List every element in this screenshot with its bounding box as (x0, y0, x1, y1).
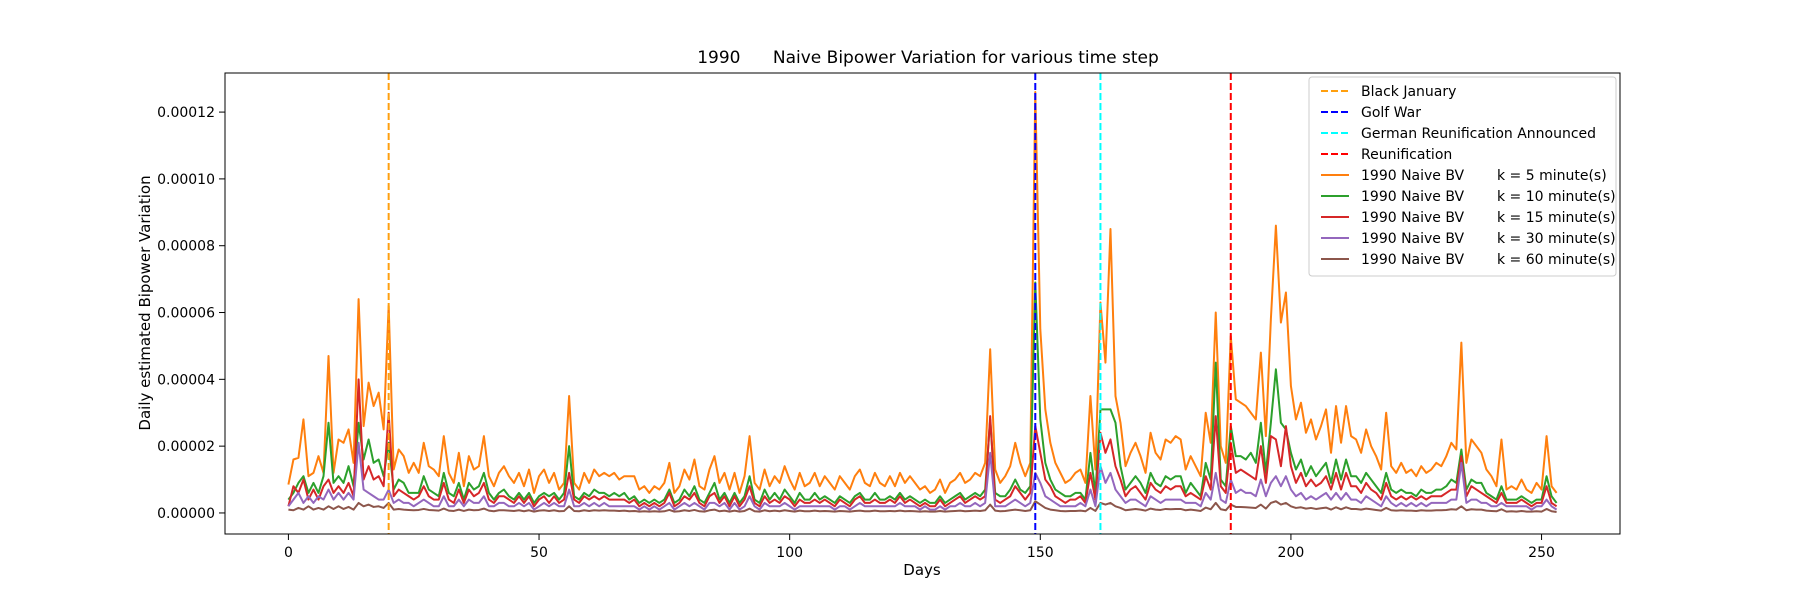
series-line-1 (287, 281, 1558, 504)
x-tick-label: 0 (284, 545, 293, 561)
x-axis: 0 50 100 150 200 250 (284, 534, 1555, 561)
y-tick-label: 0.00006 (157, 306, 215, 322)
legend-label: Reunification (1361, 147, 1452, 163)
x-tick-label: 150 (1027, 545, 1054, 561)
legend-k-label: k = 10 minute(s) (1497, 189, 1616, 205)
legend-k-label: k = 15 minute(s) (1497, 210, 1616, 226)
y-tick-label: 0.00000 (157, 506, 215, 522)
series-line-0 (287, 91, 1558, 494)
legend-k-label: k = 60 minute(s) (1497, 252, 1616, 268)
series-line-2 (287, 378, 1558, 508)
x-tick-label: 50 (530, 545, 548, 561)
legend-label: 1990 Naive BV (1361, 210, 1465, 226)
y-tick-label: 0.00008 (157, 239, 215, 255)
legend-label: 1990 Naive BV (1361, 252, 1465, 268)
legend-k-label: k = 30 minute(s) (1497, 231, 1616, 247)
series-line-4 (288, 500, 1557, 513)
legend-label: 1990 Naive BV (1361, 168, 1465, 184)
x-tick-label: 200 (1278, 545, 1305, 561)
x-axis-label: Days (903, 561, 941, 579)
legend-label: 1990 Naive BV (1361, 189, 1465, 205)
chart-title: 1990 Naive Bipower Variation for various… (697, 48, 1159, 68)
legend-label: Black January (1361, 84, 1456, 100)
y-tick-label: 0.00010 (157, 172, 215, 188)
legend: Black January Golf War German Reunificatio… (1308, 76, 1617, 277)
legend-frame (1308, 76, 1617, 277)
legend-k-label: k = 5 minute(s) (1497, 168, 1607, 184)
y-tick-label: 0.00012 (157, 105, 215, 121)
y-tick-label: 0.00002 (157, 439, 215, 455)
legend-label: German Reunification Announced (1361, 126, 1596, 142)
y-axis-label: Daily estimated Bipower Variation (136, 175, 154, 430)
legend-label: 1990 Naive BV (1361, 231, 1465, 247)
series-line-3 (287, 441, 1558, 511)
x-tick-label: 100 (776, 545, 803, 561)
x-tick-label: 250 (1528, 545, 1555, 561)
plot-area (287, 73, 1558, 534)
y-axis: 0.00000 0.00002 0.00004 0.00006 0.00008 0.000… (157, 105, 225, 522)
y-tick-label: 0.00004 (157, 372, 215, 388)
plot-frame (224, 72, 1621, 535)
legend-label: Golf War (1361, 105, 1421, 121)
